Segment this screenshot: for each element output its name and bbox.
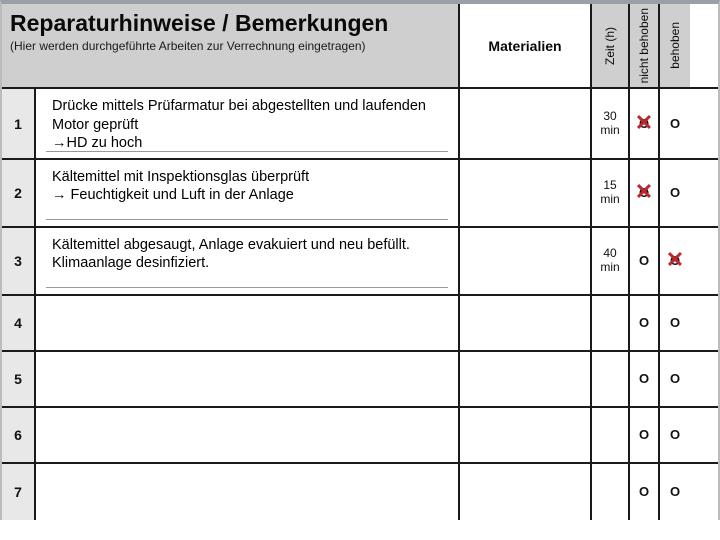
fixed-cell[interactable]: O✕ [660, 228, 690, 294]
fixed-cell[interactable]: O [660, 408, 690, 462]
not-fixed-cell[interactable]: O✕ [630, 160, 660, 226]
row-number: 6 [2, 408, 36, 462]
not-fixed-cell[interactable]: O [630, 296, 660, 350]
not-fixed-cell[interactable]: O [630, 408, 660, 462]
form-title: Reparaturhinweise / Bemerkungen [10, 10, 450, 37]
table-row: 5 OO [2, 352, 718, 408]
time-value: 30 [603, 110, 616, 124]
time-unit: min [600, 261, 619, 275]
description-text: Drücke mittels Prüfarmatur bei abgestell… [46, 97, 448, 151]
row-time: 30min [592, 89, 630, 157]
row-time [592, 408, 630, 462]
row-materials [460, 228, 592, 294]
row-materials [460, 89, 592, 157]
not-fixed-cell[interactable]: O✕ [630, 89, 660, 157]
row-number: 7 [2, 464, 36, 520]
row-description: Kältemittel mit Inspektionsglas überprüf… [36, 160, 460, 226]
row-description [36, 408, 460, 462]
not-fixed-cell[interactable]: O [630, 228, 660, 294]
row-number: 5 [2, 352, 36, 406]
header-fixed: behoben [660, 4, 690, 87]
time-value: 15 [603, 179, 616, 193]
row-time [592, 296, 630, 350]
header-time-label: Zeit (h) [603, 23, 617, 69]
not-fixed-cell[interactable]: O [630, 464, 660, 520]
time-value: 40 [603, 247, 616, 261]
row-time [592, 352, 630, 406]
table-row: 6 OO [2, 408, 718, 464]
cross-mark-icon: ✕ [635, 110, 653, 136]
row-description: Kältemittel abgesaugt, Anlage evakuiert … [36, 228, 460, 294]
fixed-cell[interactable]: O [660, 464, 690, 520]
description-text: Kältemittel abgesaugt, Anlage evakuiert … [46, 236, 448, 272]
header-fixed-label: behoben [668, 18, 682, 73]
row-time: 15min [592, 160, 630, 226]
fixed-cell[interactable]: O [660, 296, 690, 350]
header-not-fixed-label: nicht behoben [637, 4, 651, 87]
fixed-cell[interactable]: O [660, 352, 690, 406]
description-text: Kältemittel mit Inspektionsglas überprüf… [46, 168, 448, 204]
cross-mark-icon: ✕ [635, 179, 653, 205]
row-number: 2 [2, 160, 36, 226]
not-fixed-cell[interactable]: O [630, 352, 660, 406]
row-time: 40min [592, 228, 630, 294]
row-description [36, 352, 460, 406]
row-materials [460, 408, 592, 462]
row-materials [460, 160, 592, 226]
row-number: 1 [2, 89, 36, 157]
fixed-cell[interactable]: O [660, 160, 690, 226]
table-row: 2 Kältemittel mit Inspektionsglas überprü… [2, 160, 718, 228]
row-time [592, 464, 630, 520]
table-row: 4 OO [2, 296, 718, 352]
repair-form: Reparaturhinweise / Bemerkungen (Hier we… [0, 0, 720, 520]
time-unit: min [600, 193, 619, 207]
time-unit: min [600, 124, 619, 138]
table-row: 3 Kältemittel abgesaugt, Anlage evakuiert… [2, 228, 718, 296]
row-number: 3 [2, 228, 36, 294]
fixed-cell[interactable]: O [660, 89, 690, 157]
form-subtitle: (Hier werden durchgeführte Arbeiten zur … [10, 39, 450, 53]
header-time: Zeit (h) [592, 4, 630, 87]
row-materials [460, 296, 592, 350]
row-description [36, 464, 460, 520]
row-materials [460, 464, 592, 520]
table-row: 1Drücke mittels Prüfarmatur bei abgestel… [2, 89, 718, 159]
table-header: Reparaturhinweise / Bemerkungen (Hier we… [2, 4, 718, 89]
row-description: Drücke mittels Prüfarmatur bei abgestell… [36, 89, 460, 157]
row-number: 4 [2, 296, 36, 350]
row-description [36, 296, 460, 350]
header-materials: Materialien [460, 4, 592, 87]
table-row: 7 OO [2, 464, 718, 520]
cross-mark-icon: ✕ [666, 247, 684, 273]
header-title-cell: Reparaturhinweise / Bemerkungen (Hier we… [2, 4, 460, 87]
header-not-fixed: nicht behoben [630, 4, 660, 87]
row-materials [460, 352, 592, 406]
rows-container: 1Drücke mittels Prüfarmatur bei abgestel… [2, 89, 718, 519]
